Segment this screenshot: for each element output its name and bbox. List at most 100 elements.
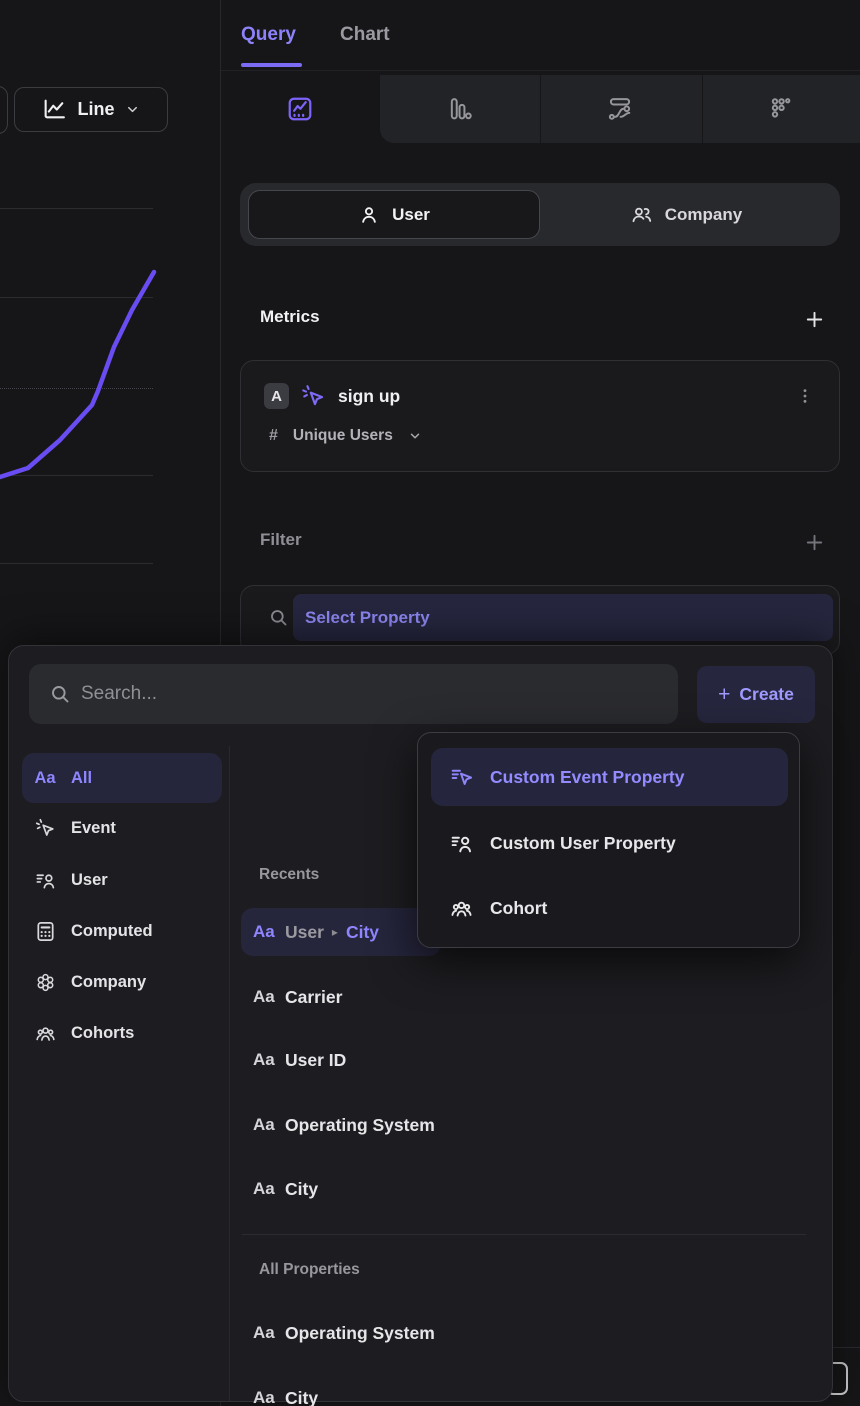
text-type-badge: Aa xyxy=(253,922,275,941)
cluster-flower-icon xyxy=(33,971,57,994)
picker-search-box xyxy=(29,664,678,724)
toggle-company[interactable]: Company xyxy=(540,183,832,246)
toggle-user[interactable]: User xyxy=(248,190,540,239)
sidebar-item-all[interactable]: Aa All xyxy=(22,753,222,803)
line-chart-icon xyxy=(42,97,67,122)
menu-item-custom-user-property[interactable]: Custom User Property xyxy=(431,814,788,872)
property-picker-modal: + Create Aa All Event xyxy=(8,645,833,1406)
cohort-people-icon xyxy=(33,1022,57,1045)
add-filter-button[interactable] xyxy=(801,529,827,555)
aggregation-label: Unique Users xyxy=(292,427,393,444)
calculator-icon xyxy=(33,920,57,943)
category-label: All xyxy=(71,768,93,787)
gridline-dotted xyxy=(0,388,153,389)
tab-retention[interactable] xyxy=(722,75,842,143)
active-tab-underline xyxy=(241,63,302,67)
property-item[interactable]: Aa Operating System xyxy=(241,1309,810,1357)
numeric-hash-icon: # xyxy=(269,427,278,444)
series-letter-badge: A xyxy=(264,383,289,409)
recent-item[interactable]: Aa Operating System xyxy=(241,1101,810,1149)
tab-query[interactable]: Query xyxy=(241,24,296,45)
event-spark-cursor-icon xyxy=(300,383,327,410)
cohort-people-icon xyxy=(449,896,474,921)
breadcrumb-parent: User xyxy=(285,921,324,942)
category-label: Computed xyxy=(71,921,153,940)
all-properties-header: All Properties xyxy=(259,1261,360,1278)
series-line xyxy=(0,269,157,480)
gridline xyxy=(0,208,153,209)
search-input[interactable] xyxy=(81,664,661,724)
recent-item[interactable]: Aa User ID xyxy=(241,1036,810,1084)
panel-tabs-header: Query Chart xyxy=(221,0,860,71)
chevron-down-icon xyxy=(125,102,140,117)
clipped-toolbar-button[interactable] xyxy=(0,86,8,134)
create-button[interactable]: + Create xyxy=(697,666,815,723)
underlying-divider xyxy=(833,1347,860,1348)
person-icon xyxy=(358,204,380,226)
category-label: Event xyxy=(71,818,116,837)
toggle-company-label: Company xyxy=(664,204,743,224)
list-cursor-icon xyxy=(449,765,474,790)
menu-item-custom-event-property[interactable]: Custom Event Property xyxy=(431,748,788,806)
chart-type-selector[interactable]: Line xyxy=(14,87,168,132)
sidebar-item-company[interactable]: Company xyxy=(22,957,222,1007)
text-type-badge: Aa xyxy=(253,1323,275,1342)
tab-bar-chart[interactable] xyxy=(400,75,520,143)
tab-separator xyxy=(702,75,703,143)
metric-card[interactable]: A sign up # Unique Users xyxy=(240,360,840,472)
gridline xyxy=(0,297,153,298)
plus-icon: + xyxy=(718,682,731,706)
list-divider xyxy=(242,1234,806,1235)
filter-section-header: Filter xyxy=(221,528,860,556)
metrics-section-header: Metrics xyxy=(221,305,860,333)
sidebar-item-cohorts[interactable]: Cohorts xyxy=(22,1008,222,1058)
menu-item-label: Custom Event Property xyxy=(490,766,685,787)
retention-dots-icon xyxy=(768,95,796,123)
search-icon xyxy=(267,606,290,629)
property-label: City xyxy=(285,1387,319,1406)
entity-toggle: User Company xyxy=(240,183,840,246)
property-item[interactable]: Aa City xyxy=(241,1374,810,1406)
gridline xyxy=(0,563,153,564)
metric-menu-kebab-icon[interactable] xyxy=(793,383,817,409)
create-button-label: Create xyxy=(739,684,794,704)
people-icon xyxy=(630,203,653,226)
tab-flows[interactable] xyxy=(560,75,680,143)
sidebar-item-user[interactable]: User xyxy=(22,855,222,905)
add-metric-button[interactable] xyxy=(801,306,827,332)
filter-card: Select Property xyxy=(240,585,840,655)
breadcrumb-child: City xyxy=(345,921,380,942)
property-list: Recents Aa User ▸ City Aa Carrier Aa Use… xyxy=(241,746,820,1406)
tab-insights-line[interactable] xyxy=(240,75,360,143)
chart-type-label: Line xyxy=(77,99,115,119)
recent-item[interactable]: Aa Carrier xyxy=(241,973,810,1021)
sidebar-item-event[interactable]: Event xyxy=(22,803,222,853)
recent-item-user-city[interactable]: Aa User ▸ City xyxy=(241,908,441,956)
search-icon xyxy=(48,682,72,706)
property-label: Operating System xyxy=(285,1322,435,1343)
category-sidebar: Aa All Event xyxy=(9,746,229,1401)
property-label: City xyxy=(285,1178,319,1199)
category-label: User xyxy=(71,870,108,889)
sidebar-item-computed[interactable]: Computed xyxy=(22,906,222,956)
menu-item-label: Cohort xyxy=(490,897,548,918)
gridline xyxy=(0,475,153,476)
picker-column-divider xyxy=(229,746,230,1401)
text-type-badge: Aa xyxy=(253,1388,275,1406)
text-type-badge: Aa xyxy=(253,987,275,1006)
category-label: Company xyxy=(71,972,147,991)
event-spark-cursor-icon xyxy=(33,817,57,840)
list-person-icon xyxy=(449,831,474,856)
measurement-type-strip xyxy=(221,75,860,143)
insights-line-icon xyxy=(286,95,314,123)
recent-item[interactable]: Aa City xyxy=(241,1165,810,1213)
tab-chart[interactable]: Chart xyxy=(340,24,390,45)
aggregation-dropdown[interactable]: # Unique Users xyxy=(269,427,422,445)
select-property-field[interactable]: Select Property xyxy=(293,594,833,641)
text-type-badge: Aa xyxy=(253,1115,275,1134)
list-person-icon xyxy=(33,869,57,892)
chevron-down-icon xyxy=(408,429,422,443)
text-type-badge: Aa xyxy=(253,1050,275,1069)
menu-item-cohort[interactable]: Cohort xyxy=(431,879,788,937)
